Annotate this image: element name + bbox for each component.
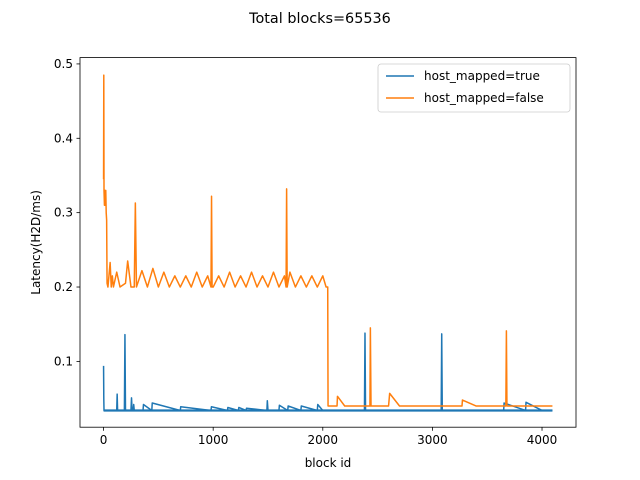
y-tick-label: 0.5 — [54, 57, 73, 71]
y-axis-label: Latency(H2D/ms) — [29, 190, 43, 295]
plot-area — [79, 57, 577, 428]
y-tick-label: 0.3 — [54, 206, 73, 220]
x-axis-label: block id — [305, 456, 352, 470]
y-tick-label: 0.2 — [54, 280, 73, 294]
x-axis: 0 1000 2000 3000 4000 — [100, 427, 558, 447]
legend-label-host-mapped-false: host_mapped=false — [424, 91, 544, 105]
y-tick-label: 0.4 — [54, 131, 73, 145]
series-line — [102, 74, 553, 407]
series-line — [102, 332, 553, 412]
series-host-mapped-false — [102, 74, 553, 407]
legend: host_mapped=true host_mapped=false — [377, 63, 571, 113]
legend-label-host-mapped-true: host_mapped=true — [424, 69, 540, 83]
series-host-mapped-true — [102, 332, 553, 412]
x-tick-label: 3000 — [417, 433, 448, 447]
plot-frame — [79, 57, 577, 428]
x-tick-label: 1000 — [198, 433, 229, 447]
y-tick-label: 0.1 — [54, 354, 73, 368]
series-layer — [102, 74, 553, 412]
legend-box — [377, 63, 571, 113]
x-tick-label: 4000 — [527, 433, 558, 447]
chart-title: Total blocks=65536 — [248, 11, 391, 27]
y-axis: 0.1 0.2 0.3 0.4 0.5 — [54, 57, 80, 368]
x-tick-label: 0 — [100, 433, 108, 447]
x-tick-label: 2000 — [308, 433, 339, 447]
